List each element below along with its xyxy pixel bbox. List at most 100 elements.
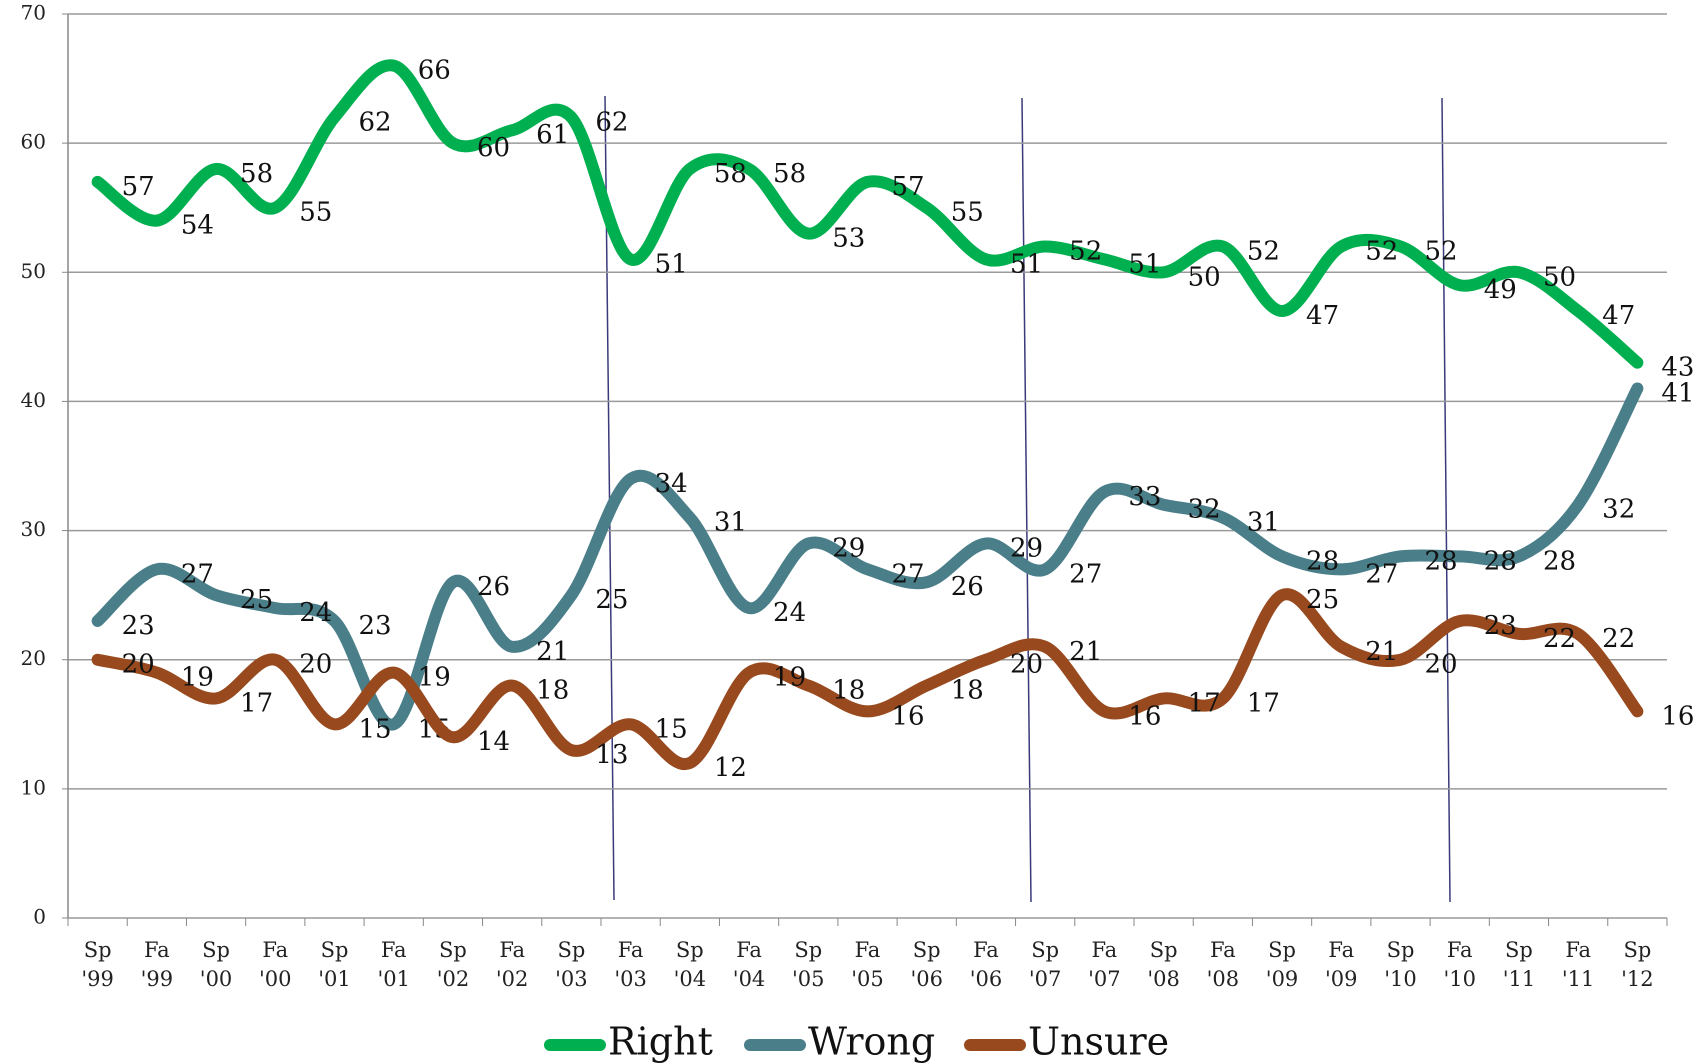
x-tick-label: Fa '11	[1561, 938, 1595, 991]
x-tick-label: Sp '05	[792, 938, 825, 991]
x-tick-label: Sp '12	[1621, 938, 1654, 991]
x-tick-label: Sp '11	[1502, 938, 1536, 991]
data-label: 28	[1306, 546, 1339, 576]
x-tick-label: Fa '07	[1088, 938, 1121, 991]
data-label: 23	[359, 611, 392, 641]
data-label: 27	[181, 559, 214, 589]
data-label: 23	[122, 611, 155, 641]
data-label: 31	[1247, 508, 1280, 538]
data-label: 49	[1484, 275, 1517, 305]
data-label: 58	[714, 159, 747, 189]
x-tick-label: Sp '00	[199, 938, 233, 991]
x-tick-label: Fa '08	[1206, 938, 1240, 991]
data-label: 21	[1365, 637, 1398, 667]
data-label: 57	[892, 172, 925, 202]
data-label: 17	[1188, 688, 1221, 718]
data-label: 24	[299, 598, 332, 628]
x-tick-label: Sp '99	[81, 938, 114, 991]
data-label: 61	[536, 120, 569, 150]
data-label: 15	[359, 714, 392, 744]
data-label: 19	[418, 663, 451, 693]
data-label: 34	[655, 469, 688, 499]
x-tick-label: Sp '04	[673, 938, 707, 991]
x-tick-label: Fa '04	[732, 938, 766, 991]
data-label: 29	[1010, 533, 1043, 563]
x-tick-label: Fa '00	[259, 938, 292, 991]
y-tick-label: 10	[21, 775, 46, 799]
data-label: 17	[1247, 688, 1280, 718]
x-tick-label: Fa '02	[495, 938, 529, 991]
data-label: 28	[1484, 546, 1517, 576]
data-label: 27	[1365, 559, 1398, 589]
data-label: 29	[832, 533, 865, 563]
data-label: 18	[951, 676, 984, 706]
data-label: 28	[1543, 546, 1576, 576]
x-tick-label: Fa '09	[1325, 938, 1358, 991]
x-tick-label: Sp '10	[1384, 938, 1417, 991]
data-label: 20	[299, 650, 332, 680]
data-label: 32	[1188, 495, 1221, 525]
data-label: 15	[655, 714, 688, 744]
legend-label: Right	[608, 1020, 713, 1063]
data-label: 52	[1069, 236, 1102, 266]
x-tick-label: Fa '10	[1443, 938, 1476, 991]
x-tick-label: Sp '09	[1265, 938, 1299, 991]
data-label: 28	[1425, 546, 1458, 576]
x-tick-label: Sp '02	[436, 938, 470, 991]
data-label: 25	[240, 585, 273, 615]
data-label: 19	[773, 663, 806, 693]
data-label: 52	[1365, 236, 1398, 266]
data-label: 18	[536, 676, 569, 706]
data-label: 27	[892, 559, 925, 589]
x-tick-label: Sp '07	[1028, 938, 1062, 991]
y-tick-label: 60	[21, 130, 46, 154]
x-tick-label: Fa '05	[851, 938, 884, 991]
data-label: 51	[655, 249, 688, 279]
divider	[1441, 97, 1451, 903]
y-tick-label: 70	[21, 1, 46, 25]
data-label: 25	[595, 585, 628, 615]
data-label: 31	[714, 508, 747, 538]
data-label: 53	[832, 224, 865, 254]
data-label: 12	[714, 753, 747, 783]
data-label: 23	[1484, 611, 1517, 641]
data-label: 26	[477, 572, 510, 602]
x-tick-label: Fa '06	[969, 938, 1003, 991]
y-tick-label: 20	[21, 646, 46, 670]
data-label: 22	[1602, 624, 1635, 654]
series-line	[91, 382, 1644, 731]
data-label: 47	[1602, 301, 1635, 331]
data-label: 50	[1543, 262, 1576, 292]
data-label: 52	[1247, 236, 1280, 266]
data-label: 18	[832, 676, 865, 706]
data-label: 16	[1128, 701, 1161, 731]
data-label: 20	[1425, 650, 1458, 680]
data-label: 62	[595, 107, 628, 137]
x-tick-label: Fa '01	[377, 938, 410, 991]
data-label: 14	[477, 727, 510, 757]
y-tick-label: 0	[33, 905, 46, 929]
data-label: 21	[1069, 637, 1102, 667]
legend-label: Unsure	[1028, 1020, 1169, 1063]
x-tick-label: Fa '03	[614, 938, 647, 991]
data-label: 25	[1306, 585, 1339, 615]
data-label: 21	[536, 637, 569, 667]
data-label: 16	[892, 701, 925, 731]
data-label: 60	[477, 133, 510, 163]
data-label: 26	[951, 572, 984, 602]
y-tick-label: 40	[21, 388, 46, 412]
data-label: 58	[240, 159, 273, 189]
data-label: 54	[181, 211, 214, 241]
data-label: 62	[359, 107, 392, 137]
divider	[1021, 97, 1032, 903]
data-label: 13	[595, 740, 628, 770]
x-tick-label: Sp '06	[910, 938, 943, 991]
data-label: 27	[1069, 559, 1102, 589]
data-label: 55	[951, 198, 984, 228]
x-tick-label: Sp '03	[555, 938, 588, 991]
x-tick-label: Sp '08	[1147, 938, 1180, 991]
data-label: 19	[181, 663, 214, 693]
data-label: 55	[299, 198, 332, 228]
